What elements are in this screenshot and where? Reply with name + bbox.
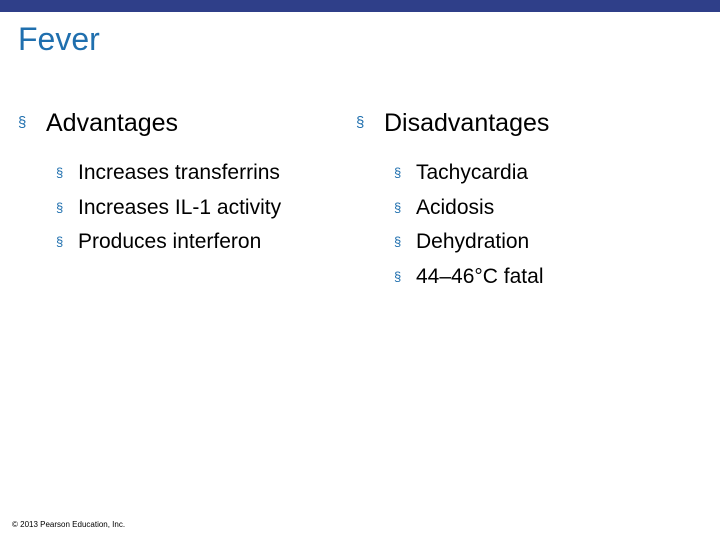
advantages-column: § Advantages § Increases transferrins § … (18, 106, 338, 260)
list-item: § 44–46°C fatal (394, 260, 696, 295)
bullet-icon: § (18, 114, 27, 131)
bullet-icon: § (394, 268, 402, 284)
advantages-heading: § Advantages (18, 106, 338, 140)
list-item-text: Increases transferrins (78, 161, 280, 184)
list-item: § Increases IL-1 activity (56, 191, 338, 226)
bullet-icon: § (56, 234, 64, 249)
list-item-text: Produces interferon (78, 230, 262, 253)
top-accent-bar (0, 0, 720, 12)
bullet-icon: § (56, 199, 64, 215)
list-item-text: Tachycardia (416, 161, 529, 184)
list-item-text: 44–46°C fatal (416, 264, 544, 288)
advantages-heading-label: Advantages (46, 109, 179, 137)
bullet-icon: § (356, 114, 365, 131)
bullet-icon: § (394, 165, 402, 180)
list-item: § Dehydration (394, 225, 696, 260)
advantages-list: § Increases transferrins § Increases IL-… (18, 156, 338, 260)
disadvantages-list: § Tachycardia § Acidosis § Dehydration §… (356, 156, 696, 294)
copyright-footer: © 2013 Pearson Education, Inc. (12, 520, 126, 529)
disadvantages-heading: § Disadvantages (356, 106, 696, 140)
list-item-text: Acidosis (416, 195, 495, 219)
list-item: § Produces interferon (56, 225, 338, 260)
disadvantages-heading-label: Disadvantages (384, 109, 550, 137)
list-item: § Increases transferrins (56, 156, 338, 191)
list-item: § Tachycardia (394, 156, 696, 191)
slide-title: Fever (18, 21, 100, 57)
list-item: § Acidosis (394, 191, 696, 226)
list-item-text: Increases IL-1 activity (78, 195, 282, 219)
bullet-icon: § (56, 165, 64, 180)
disadvantages-column: § Disadvantages § Tachycardia § Acidosis… (356, 106, 696, 294)
bullet-icon: § (394, 234, 402, 249)
list-item-text: Dehydration (416, 230, 530, 253)
bullet-icon: § (394, 199, 402, 215)
